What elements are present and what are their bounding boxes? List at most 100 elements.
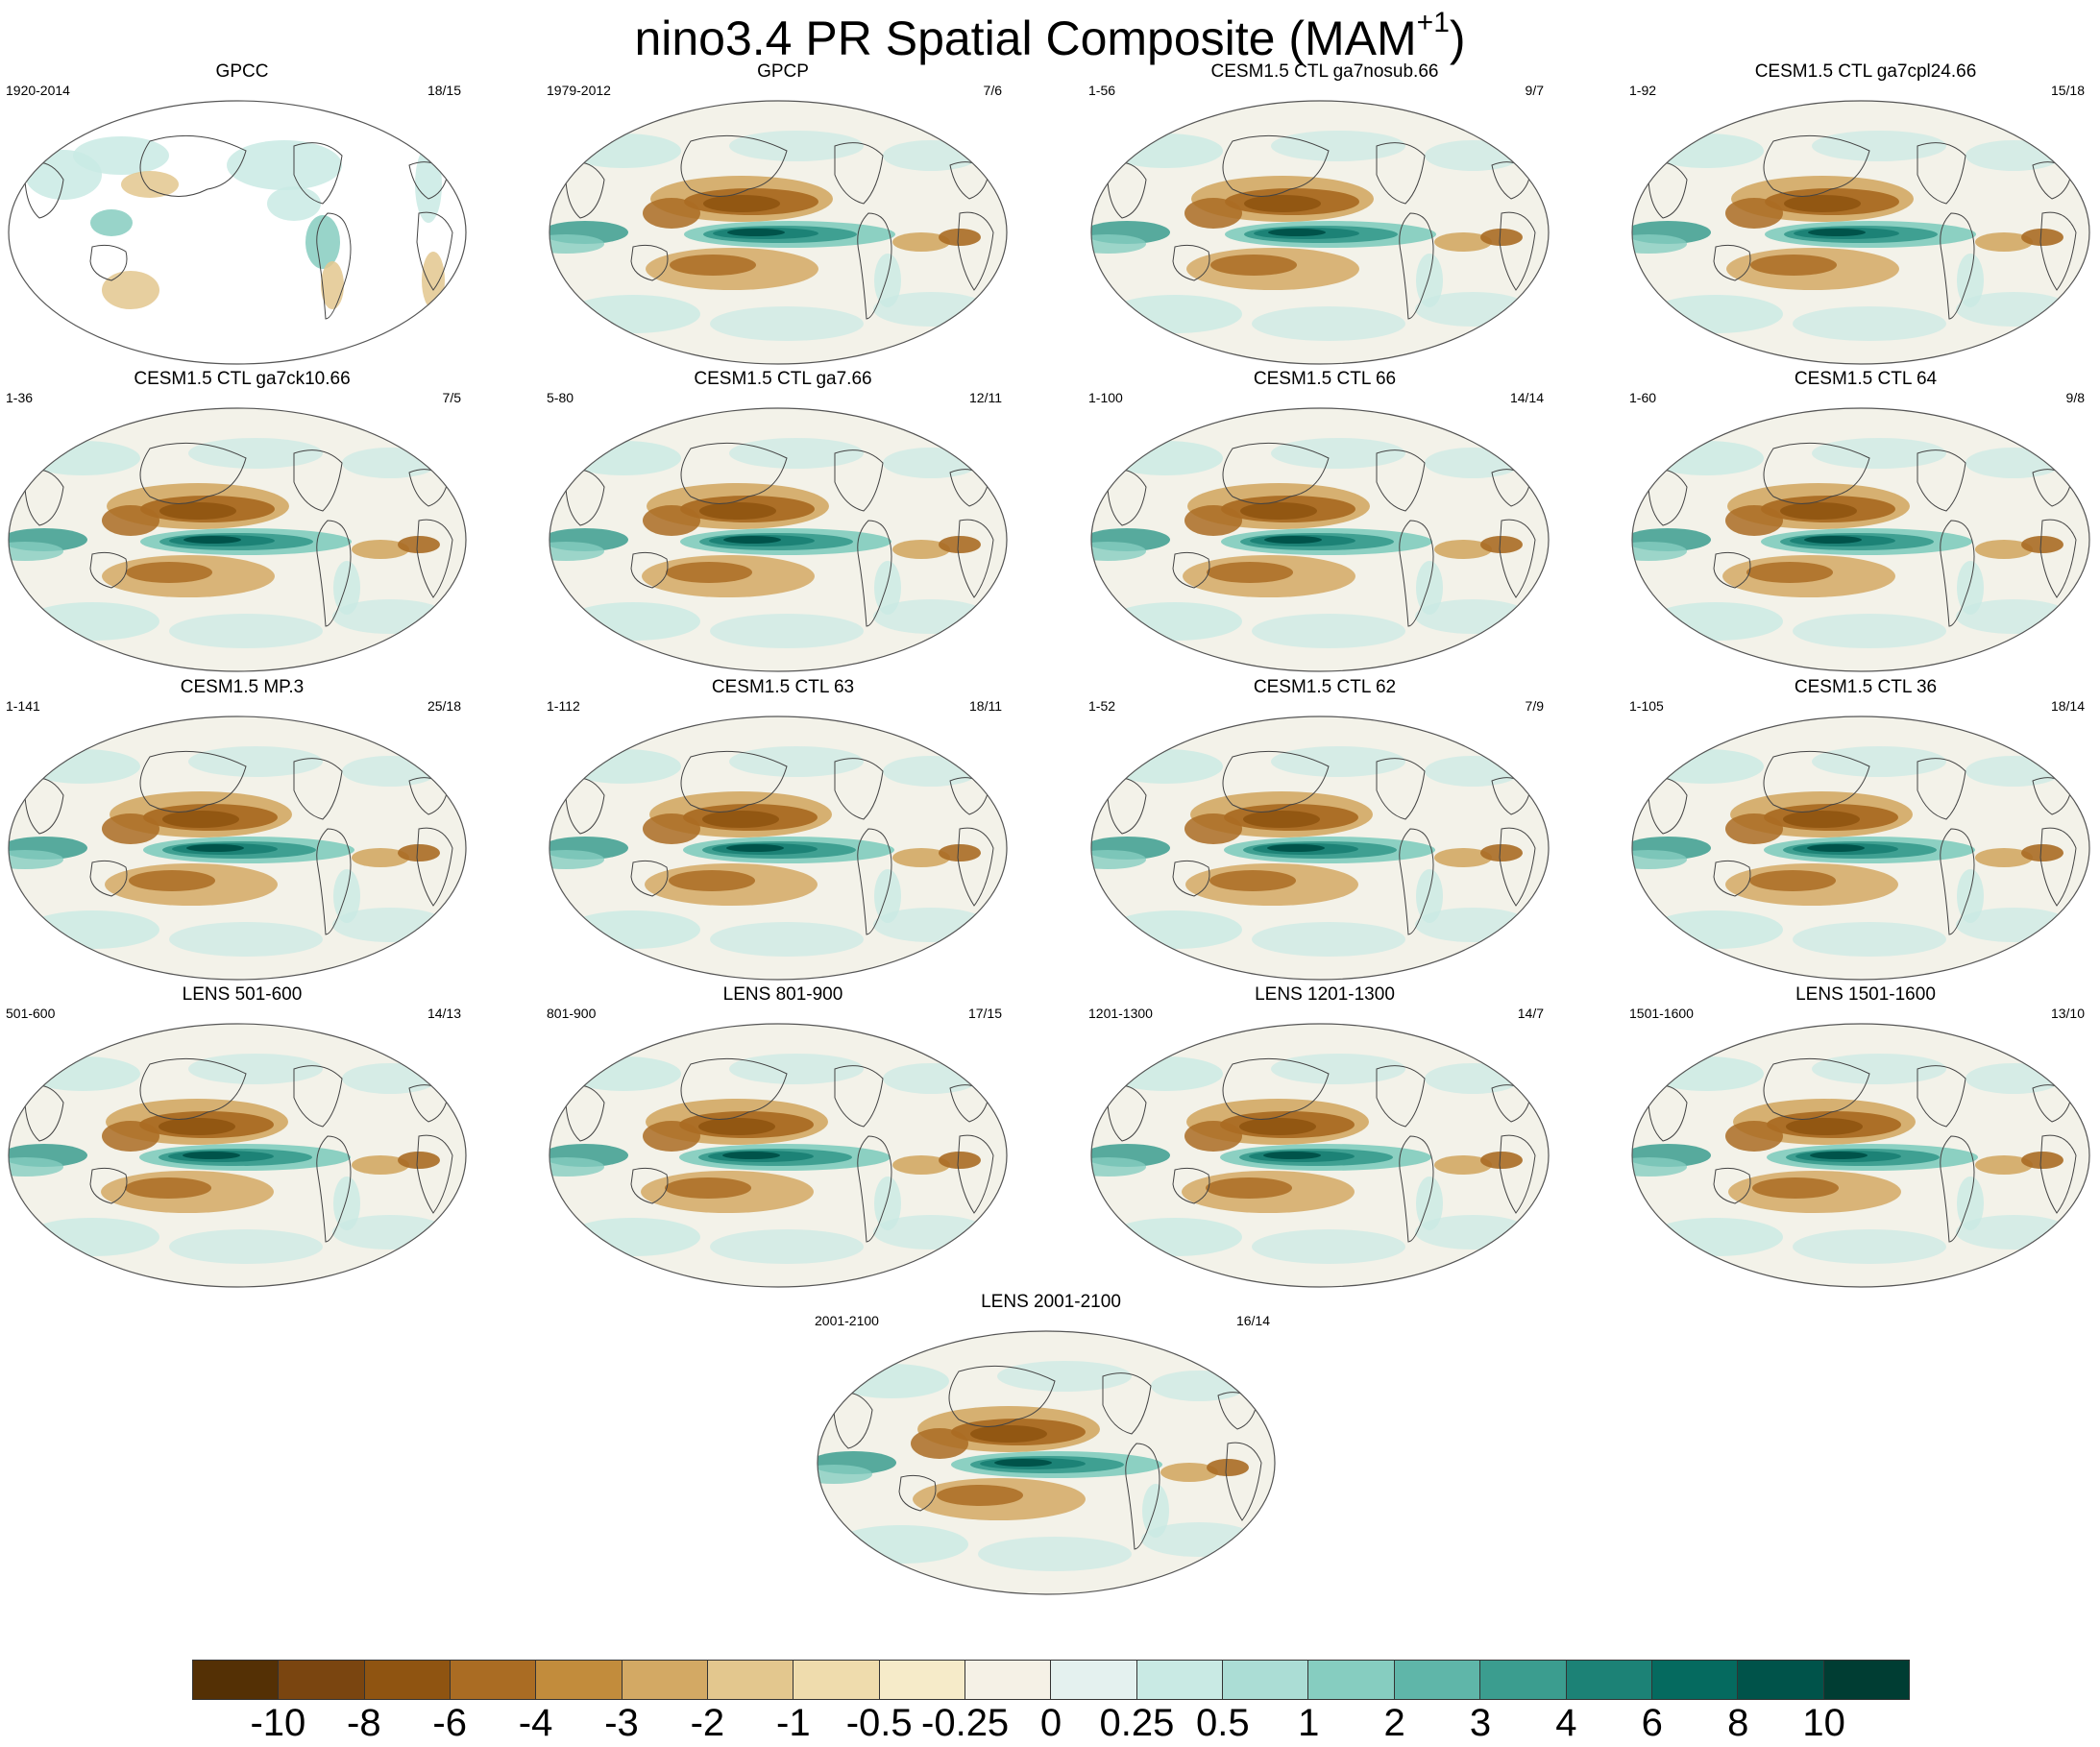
- map-panel: CESM1.5 CTL ga7.66 5-80 12/11: [541, 365, 1025, 672]
- precip-anomaly-field: [939, 229, 981, 246]
- precip-anomaly-field: [729, 746, 864, 777]
- panel-title: CESM1.5 CTL ga7ck10.66: [134, 369, 351, 389]
- precip-anomaly-field: [665, 1177, 751, 1199]
- precip-anomaly-field: [169, 1229, 323, 1264]
- precip-anomaly-field: [159, 502, 236, 520]
- precip-land-anomaly: [267, 186, 321, 221]
- precip-anomaly-field: [1793, 922, 1946, 957]
- colorbar-swatch: [1480, 1661, 1567, 1699]
- colorbar-swatch: [708, 1661, 794, 1699]
- map-panel: GPCP 1979-2012 7/6: [541, 58, 1025, 365]
- coastline: [1399, 828, 1434, 935]
- map-panel: CESM1.5 CTL 62 1-52 7/9: [1083, 673, 1567, 981]
- coastline: [1499, 211, 1536, 291]
- precip-anomaly-field: [1271, 1054, 1405, 1084]
- precip-anomaly-field: [125, 1177, 211, 1199]
- panel-period: 1501-1600: [1629, 1006, 1694, 1021]
- coastline: [1222, 1057, 1330, 1120]
- precip-anomaly-field: [1804, 536, 1862, 544]
- colorbar-swatch: [364, 1661, 452, 1699]
- coastline: [293, 1065, 343, 1128]
- precip-land-anomaly: [90, 209, 133, 236]
- precip-anomaly-field: [874, 561, 901, 615]
- map-panel: CESM1.5 CTL ga7nosub.66 1-56 9/7: [1083, 58, 1567, 365]
- colorbar-tick-label: 10: [1802, 1702, 1845, 1744]
- precip-anomaly-field: [1091, 542, 1146, 561]
- precip-anomaly-field: [129, 870, 215, 891]
- precip-anomaly-field: [670, 255, 756, 276]
- coastline: [834, 1065, 884, 1128]
- precip-anomaly-field: [126, 562, 212, 583]
- precip-anomaly-field: [1975, 232, 2033, 252]
- precip-anomaly-field: [1416, 1177, 1443, 1230]
- precip-anomaly-field: [1648, 441, 1764, 475]
- precip-anomaly-field: [169, 922, 323, 957]
- colorbar-swatch: [1651, 1661, 1739, 1699]
- precip-anomaly-map: [1631, 407, 2090, 672]
- precip-anomaly-field: [1091, 850, 1146, 869]
- precip-anomaly-field: [710, 306, 864, 341]
- precip-anomaly-field: [1648, 133, 1764, 168]
- precip-anomaly-field: [1434, 1155, 1492, 1175]
- panel-period: 1979-2012: [547, 83, 611, 98]
- precip-anomaly-field: [1160, 1463, 1218, 1482]
- panel-title: GPCP: [757, 61, 809, 82]
- precip-anomaly-map: [1090, 100, 1550, 365]
- precip-anomaly-field: [834, 1525, 968, 1564]
- colorbar-tick-label: -3: [604, 1702, 639, 1744]
- map-panel: CESM1.5 CTL 36 1-105 18/14: [1624, 673, 2100, 981]
- map-border: [1090, 407, 1550, 672]
- precip-anomaly-field: [911, 1428, 968, 1459]
- panel-event-count: 18/15: [427, 83, 461, 98]
- coastline: [630, 244, 669, 281]
- precip-anomaly-field: [723, 536, 781, 544]
- precip-anomaly-field: [25, 602, 159, 641]
- panel-period: 1-105: [1629, 698, 1664, 714]
- colorbar-tick-label: -0.5: [845, 1702, 913, 1744]
- coastline: [948, 1365, 1056, 1427]
- colorbar-tick-label: 2: [1383, 1702, 1405, 1744]
- precip-anomaly-field: [1184, 505, 1242, 536]
- coastline: [1172, 1167, 1210, 1204]
- coastline: [680, 1057, 788, 1120]
- precip-anomaly-field: [1480, 844, 1523, 861]
- precip-anomaly-field: [710, 922, 864, 957]
- colorbar-swatch: [1051, 1661, 1137, 1699]
- precip-anomaly-field: [874, 254, 901, 307]
- colorbar-swatch: [1394, 1661, 1481, 1699]
- coastline: [89, 551, 128, 589]
- precip-anomaly-field: [1243, 811, 1320, 828]
- panel-title: LENS 2001-2100: [981, 1292, 1121, 1312]
- coastline: [565, 469, 605, 526]
- precip-anomaly-field: [729, 131, 864, 161]
- colorbar-tick-label: -0.25: [921, 1702, 1010, 1744]
- map-border: [1090, 1023, 1550, 1288]
- map-border: [8, 407, 467, 672]
- precip-anomaly-field: [549, 850, 604, 869]
- map-border: [1090, 100, 1550, 365]
- precip-anomaly-field: [566, 1056, 681, 1091]
- precip-anomaly-field: [1812, 438, 1946, 469]
- coastline: [1917, 142, 1966, 205]
- coastline: [1499, 519, 1536, 598]
- panel-period: 1-56: [1088, 83, 1116, 98]
- precip-anomaly-field: [352, 848, 409, 867]
- colorbar-tick-label: 1: [1298, 1702, 1320, 1744]
- precip-anomaly-field: [1271, 438, 1405, 469]
- map-border: [1631, 407, 2090, 672]
- precip-anomaly-field: [1108, 441, 1223, 475]
- map-border: [549, 1023, 1008, 1288]
- precip-anomaly-field: [643, 198, 700, 229]
- panel-period: 5-80: [547, 390, 574, 405]
- coastline: [565, 161, 605, 219]
- coastline: [1172, 244, 1210, 281]
- precip-anomaly-field: [1480, 1152, 1523, 1169]
- precip-anomaly-field: [169, 614, 323, 648]
- coastline: [316, 520, 352, 627]
- precip-anomaly-field: [1267, 844, 1325, 852]
- precip-anomaly-field: [1108, 910, 1242, 949]
- figure-title: nino3.4 PR Spatial Composite (MAM+1): [0, 9, 2100, 67]
- precip-anomaly-field: [1957, 1177, 1984, 1230]
- precip-anomaly-map: [8, 407, 467, 672]
- coastline: [2039, 1134, 2077, 1214]
